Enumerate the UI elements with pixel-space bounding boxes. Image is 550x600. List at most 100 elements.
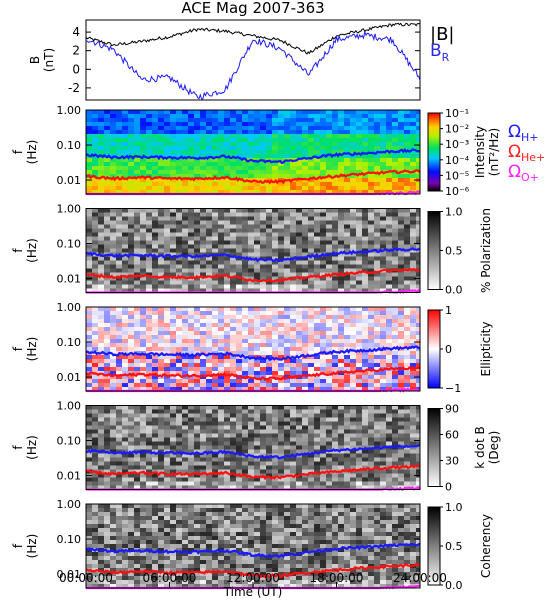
spectrogram-cell xyxy=(170,367,176,371)
spectrogram-cell xyxy=(170,208,176,213)
spectrogram-cell xyxy=(320,138,326,142)
spectrogram-cell xyxy=(344,457,350,462)
spectrogram-cell xyxy=(176,256,182,261)
spectrogram-cell xyxy=(284,449,290,454)
spectrogram-cell xyxy=(98,425,104,430)
spectrogram-cell xyxy=(158,319,164,323)
spectrogram-cell xyxy=(368,343,374,347)
spectrogram-cell xyxy=(104,162,110,166)
spectrogram-cell xyxy=(320,264,326,269)
spectrogram-cell xyxy=(398,280,404,285)
spectrogram-cell xyxy=(314,272,320,277)
spectrogram-cell xyxy=(392,335,398,339)
spectrogram-cell xyxy=(218,367,224,371)
spectrogram-cell xyxy=(314,335,320,339)
spectrogram-cell xyxy=(146,311,152,315)
spectrogram-cell xyxy=(260,307,266,311)
spectrogram-cell xyxy=(296,327,302,331)
spectrogram-cell xyxy=(98,319,104,323)
spectrogram-cell xyxy=(152,307,158,311)
spectrogram-cell xyxy=(284,429,290,434)
spectrogram-cell xyxy=(368,178,374,182)
spectrogram-cell xyxy=(86,130,92,134)
spectrogram-cell xyxy=(152,110,158,114)
spectrogram-cell xyxy=(146,216,152,221)
spectrogram-cell xyxy=(314,315,320,319)
spectrogram-cell xyxy=(386,178,392,182)
spectrogram-cell xyxy=(200,355,206,359)
spectrogram-cell xyxy=(398,276,404,281)
spectrogram-cell xyxy=(338,118,344,122)
spectrogram-cell xyxy=(188,154,194,158)
spectrogram-cell xyxy=(278,441,284,446)
spectrogram-cell xyxy=(380,351,386,355)
spectrogram-cell xyxy=(302,110,308,114)
spectrogram-cell xyxy=(302,315,308,319)
spectrogram-cell xyxy=(350,244,356,249)
spectrogram-cell xyxy=(248,162,254,166)
spectrogram-cell xyxy=(176,413,182,418)
spectrogram-cell xyxy=(410,413,416,418)
spectrogram-cell xyxy=(134,110,140,114)
spectrogram-cell xyxy=(392,134,398,138)
legend-br: BR xyxy=(430,41,450,64)
spectrogram-cell xyxy=(158,363,164,367)
spectrogram-cell xyxy=(368,311,374,315)
spectrogram-cell xyxy=(170,268,176,273)
spectrogram-cell xyxy=(128,186,134,190)
spectrogram-cell xyxy=(176,405,182,410)
spectrogram-cell xyxy=(380,405,386,410)
spectrogram-cell xyxy=(176,118,182,122)
spectrogram-cell xyxy=(410,212,416,217)
spectrogram-cell xyxy=(152,256,158,261)
spectrogram-cell xyxy=(236,182,242,186)
spectrogram-cell xyxy=(206,122,212,126)
spectrogram-cell xyxy=(308,504,314,508)
spectrogram-cell xyxy=(194,138,200,142)
spectrogram-cell xyxy=(362,114,368,118)
spectrogram-cell xyxy=(110,387,116,391)
spectrogram-cell xyxy=(236,339,242,343)
spectrogram-cell xyxy=(158,284,164,289)
spectrogram-cell xyxy=(86,508,92,512)
spectrogram-cell xyxy=(134,433,140,438)
spectrogram-cell xyxy=(134,240,140,245)
spectrogram-cell xyxy=(170,126,176,130)
spectrogram-cell xyxy=(86,331,92,335)
spectrogram-cell xyxy=(368,429,374,434)
spectrogram-cell xyxy=(404,469,410,474)
spectrogram-cell xyxy=(164,174,170,178)
spectrogram-cell xyxy=(104,138,110,142)
spectrogram-cell xyxy=(302,142,308,146)
spectrogram-cell xyxy=(338,220,344,225)
spectrogram-cell xyxy=(176,170,182,174)
spectrogram-cell xyxy=(200,150,206,154)
spectrogram-cell xyxy=(290,186,296,190)
spectrogram-cell xyxy=(404,276,410,281)
spectrogram-cell xyxy=(260,421,266,426)
spectrogram-cell xyxy=(350,417,356,422)
spectrogram-cell xyxy=(242,485,248,490)
spectrogram-cell xyxy=(248,118,254,122)
spectrogram-cell xyxy=(296,339,302,343)
spectrogram-cell xyxy=(248,236,254,241)
spectrogram-cell xyxy=(398,327,404,331)
spectrogram-cell xyxy=(356,182,362,186)
spectrogram-cell xyxy=(326,331,332,335)
spectrogram-cell xyxy=(164,371,170,375)
spectrogram-cell xyxy=(332,110,338,114)
spectrogram-cell xyxy=(92,481,98,486)
spectrogram-cell xyxy=(320,118,326,122)
spectrogram-cell xyxy=(152,355,158,359)
spectrogram-cell xyxy=(380,166,386,170)
spectrogram-cell xyxy=(122,457,128,462)
spectrogram-cell xyxy=(386,276,392,281)
spectrogram-cell xyxy=(302,138,308,142)
spectrogram-cell xyxy=(206,331,212,335)
spectrogram-cell xyxy=(278,280,284,285)
spectrogram-cell xyxy=(266,311,272,315)
spectrogram-cell xyxy=(380,114,386,118)
spectrogram-cell xyxy=(128,174,134,178)
spectrogram-cell xyxy=(260,146,266,150)
spectrogram-cell xyxy=(116,236,122,241)
